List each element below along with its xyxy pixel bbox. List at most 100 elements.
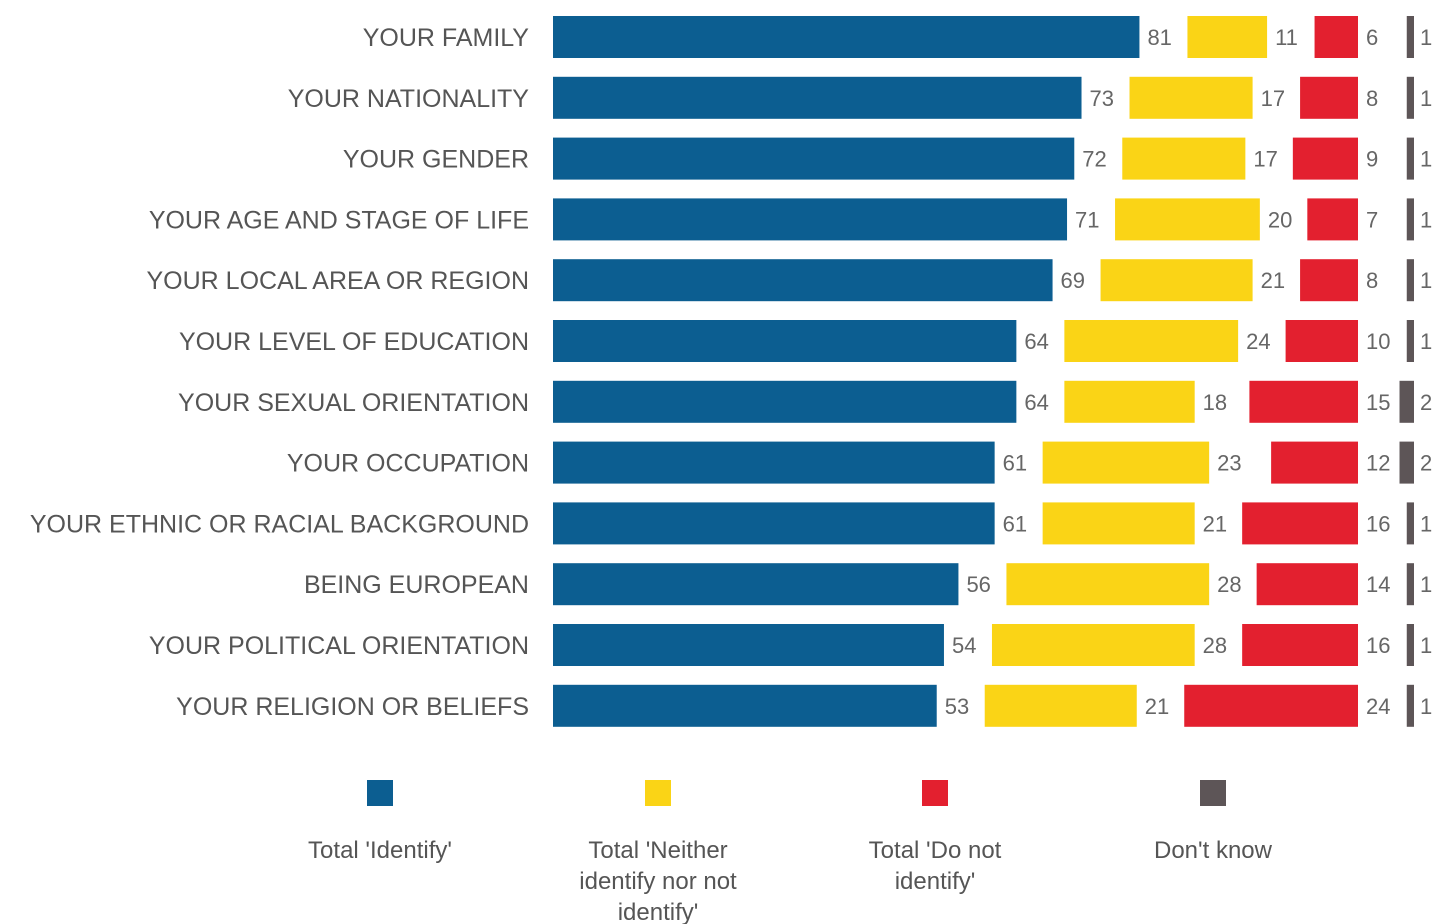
category-label: YOUR SEXUAL ORIENTATION	[178, 389, 529, 417]
value-label-identify: 64	[1024, 390, 1048, 415]
value-label-dont-know: 1	[1420, 86, 1432, 111]
bar-dont-know	[1406, 198, 1414, 241]
value-label-dont-know: 1	[1420, 25, 1432, 50]
bar-identify	[553, 320, 1017, 362]
value-label-identify: 71	[1075, 207, 1099, 232]
legend-label: Don't know	[1154, 837, 1273, 864]
bar-dont-know	[1406, 624, 1414, 666]
bar-neither	[1129, 76, 1253, 119]
value-label-neither: 17	[1253, 147, 1277, 172]
value-label-dont-know: 1	[1420, 511, 1432, 536]
bar-identify	[553, 441, 995, 484]
category-label: YOUR AGE AND STAGE OF LIFE	[149, 206, 529, 234]
bar-dont-know	[1406, 502, 1414, 545]
legend-swatch	[645, 780, 671, 806]
category-label: YOUR NATIONALITY	[288, 85, 530, 113]
legend-label: Total 'Neither identify nor not identify'	[579, 837, 737, 924]
value-label-identify: 61	[1003, 511, 1027, 536]
bar-neither	[991, 624, 1195, 666]
bar-do-not-identify	[1307, 198, 1358, 241]
value-label-neither: 23	[1217, 451, 1241, 476]
category-label: YOUR RELIGION OR BELIEFS	[176, 693, 529, 721]
bar-dont-know	[1406, 563, 1414, 606]
value-label-dont-know: 1	[1420, 268, 1432, 293]
value-label-dont-know: 1	[1420, 329, 1432, 354]
value-label-do-not-identify: 8	[1366, 268, 1378, 293]
value-label-identify: 69	[1061, 268, 1085, 293]
value-label-identify: 72	[1082, 147, 1106, 172]
value-label-do-not-identify: 16	[1366, 511, 1390, 536]
value-label-do-not-identify: 7	[1366, 207, 1378, 232]
bar-do-not-identify	[1314, 16, 1358, 58]
value-label-neither: 11	[1275, 25, 1298, 50]
category-label: YOUR FAMILY	[363, 24, 530, 52]
bar-identify	[553, 380, 1017, 423]
category-label: YOUR POLITICAL ORIENTATION	[149, 632, 529, 660]
value-label-dont-know: 1	[1420, 572, 1432, 597]
bar-dont-know	[1406, 137, 1414, 180]
bar-do-not-identify	[1242, 502, 1358, 545]
bar-dont-know	[1406, 320, 1414, 362]
bar-dont-know	[1399, 380, 1414, 423]
bar-do-not-identify	[1300, 76, 1358, 119]
value-label-identify: 81	[1147, 25, 1171, 50]
value-label-identify: 54	[952, 633, 976, 658]
value-label-do-not-identify: 6	[1366, 25, 1378, 50]
value-label-dont-know: 1	[1420, 694, 1432, 719]
bar-neither	[1064, 380, 1195, 423]
value-label-identify: 56	[966, 572, 990, 597]
value-label-neither: 21	[1261, 268, 1285, 293]
category-label: YOUR OCCUPATION	[287, 450, 529, 478]
bar-do-not-identify	[1242, 624, 1358, 666]
category-label: BEING EUROPEAN	[304, 571, 529, 599]
bar-do-not-identify	[1300, 259, 1358, 302]
value-labels: 81 11 6 173 17 8 172 17 9 171 20 7 169 21 8 164 24 10 164 1…	[945, 25, 1433, 719]
bar-dont-know	[1406, 259, 1414, 302]
bar-do-not-identify	[1249, 380, 1358, 423]
value-label-dont-know: 2	[1420, 390, 1432, 415]
bar-identify	[553, 684, 937, 727]
bar-do-not-identify	[1256, 563, 1358, 606]
bar-identify	[553, 624, 944, 666]
legend: Total 'Identify' Total 'Neither identify n…	[308, 780, 1273, 924]
value-label-neither: 28	[1217, 572, 1241, 597]
bar-neither	[984, 684, 1137, 727]
bar-identify	[553, 259, 1053, 302]
bar-do-not-identify	[1292, 137, 1358, 180]
bar-neither	[1042, 441, 1210, 484]
category-label: YOUR ETHNIC OR RACIAL BACKGROUND	[30, 510, 529, 538]
value-label-do-not-identify: 24	[1366, 694, 1390, 719]
value-label-do-not-identify: 12	[1366, 451, 1390, 476]
value-label-dont-know: 1	[1420, 633, 1432, 658]
bar-identify	[553, 16, 1140, 58]
bar-do-not-identify	[1285, 320, 1358, 362]
value-label-dont-know: 1	[1420, 207, 1432, 232]
bar-neither	[1122, 137, 1246, 180]
bar-dont-know	[1406, 16, 1414, 58]
value-label-dont-know: 1	[1420, 147, 1432, 172]
value-label-do-not-identify: 9	[1366, 147, 1378, 172]
legend-swatch	[367, 780, 393, 806]
value-label-identify: 64	[1024, 329, 1048, 354]
category-label: YOUR GENDER	[343, 146, 529, 174]
bars	[553, 16, 1414, 727]
bar-dont-know	[1406, 76, 1414, 119]
value-label-do-not-identify: 16	[1366, 633, 1390, 658]
value-label-do-not-identify: 10	[1366, 329, 1390, 354]
bar-neither	[1100, 259, 1253, 302]
value-label-identify: 73	[1090, 86, 1114, 111]
category-label: YOUR LEVEL OF EDUCATION	[179, 328, 529, 356]
value-label-identify: 61	[1003, 451, 1027, 476]
legend-label: Total 'Identify'	[308, 837, 452, 864]
bar-neither	[1042, 502, 1195, 545]
bar-dont-know	[1399, 441, 1414, 484]
bar-identify	[553, 563, 959, 606]
bar-identify	[553, 137, 1075, 180]
value-label-neither: 24	[1246, 329, 1270, 354]
bar-identify	[553, 198, 1068, 241]
bar-neither	[1006, 563, 1210, 606]
category-label: YOUR LOCAL AREA OR REGION	[146, 267, 529, 295]
legend-label: Total 'Do not identify'	[869, 837, 1002, 895]
bar-identify	[553, 502, 995, 545]
